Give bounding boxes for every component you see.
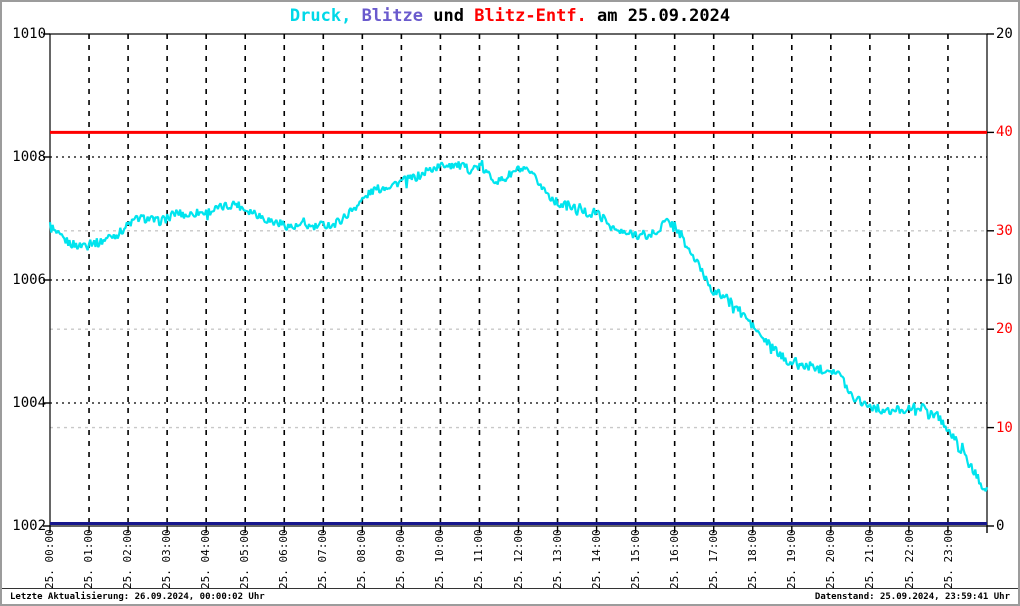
x-axis-tick-label: 25. 07:00 bbox=[316, 529, 329, 589]
x-axis-tick-label: 25. 17:00 bbox=[707, 529, 720, 589]
title-part-entf: Blitz-Entf. bbox=[474, 6, 587, 26]
x-axis-tick-label: 25. 13:00 bbox=[551, 529, 564, 589]
title-part-und: und bbox=[433, 6, 464, 26]
x-axis-tick-label: 25. 02:00 bbox=[121, 529, 134, 589]
x-axis-tick-label: 25. 18:00 bbox=[746, 529, 759, 589]
right-axis-blitze-tick-label: 10 bbox=[996, 272, 1013, 288]
left-axis-tick-label: 1006 bbox=[12, 272, 46, 288]
left-axis-tick-label: 1008 bbox=[12, 149, 46, 165]
x-axis-tick-label: 25. 11:00 bbox=[472, 529, 485, 589]
x-axis-tick-label: 25. 14:00 bbox=[590, 529, 603, 589]
x-axis-tick-label: 25. 12:00 bbox=[512, 529, 525, 589]
x-axis-tick-label: 25. 05:00 bbox=[238, 529, 251, 589]
right-axis-entf-tick-label: 10 bbox=[996, 420, 1013, 436]
x-axis-tick-label: 25. 19:00 bbox=[785, 529, 798, 589]
title-part-druck: Druck, bbox=[289, 6, 352, 26]
title-part-datum: am 25.09.2024 bbox=[597, 6, 731, 26]
x-axis-tick-label: 25. 01:00 bbox=[82, 529, 95, 589]
right-axis-entf-tick-label: 20 bbox=[996, 321, 1013, 337]
x-axis-tick-label: 25. 22:00 bbox=[903, 529, 916, 589]
x-axis-tick-label: 25. 20:00 bbox=[824, 529, 837, 589]
title-part-blitze: Blitze bbox=[361, 6, 423, 26]
x-axis-tick-label: 25. 03:00 bbox=[160, 529, 173, 589]
x-axis-tick-label: 25. 00:00 bbox=[43, 529, 56, 589]
left-axis-tick-label: 1004 bbox=[12, 395, 46, 411]
x-axis-tick-label: 25. 06:00 bbox=[277, 529, 290, 589]
x-axis-tick-label: 25. 09:00 bbox=[394, 529, 407, 589]
left-axis-tick-label: 1002 bbox=[12, 518, 46, 534]
right-axis-entf-tick-label: 30 bbox=[996, 223, 1013, 239]
footer-divider bbox=[2, 588, 1018, 589]
left-axis-tick-label: 1010 bbox=[12, 26, 46, 42]
x-axis-tick-label: 25. 08:00 bbox=[355, 529, 368, 589]
x-axis-tick-label: 25. 23:00 bbox=[942, 529, 955, 589]
right-axis-blitze-tick-label: 0 bbox=[996, 518, 1005, 534]
last-update-text: Letzte Aktualisierung: 26.09.2024, 00:00… bbox=[10, 592, 265, 602]
x-axis-tick-label: 25. 10:00 bbox=[433, 529, 446, 589]
chart-title: Druck, Blitze und Blitz-Entf. am 25.09.2… bbox=[2, 6, 1018, 26]
x-axis-tick-label: 25. 21:00 bbox=[863, 529, 876, 589]
data-status-text: Datenstand: 25.09.2024, 23:59:41 Uhr bbox=[814, 592, 1010, 602]
x-axis-tick-label: 25. 16:00 bbox=[668, 529, 681, 589]
right-axis-entf-tick-label: 40 bbox=[996, 124, 1013, 140]
right-axis-blitze-tick-label: 20 bbox=[996, 26, 1013, 42]
x-axis-tick-label: 25. 04:00 bbox=[199, 529, 212, 589]
x-axis-tick-label: 25. 15:00 bbox=[629, 529, 642, 589]
